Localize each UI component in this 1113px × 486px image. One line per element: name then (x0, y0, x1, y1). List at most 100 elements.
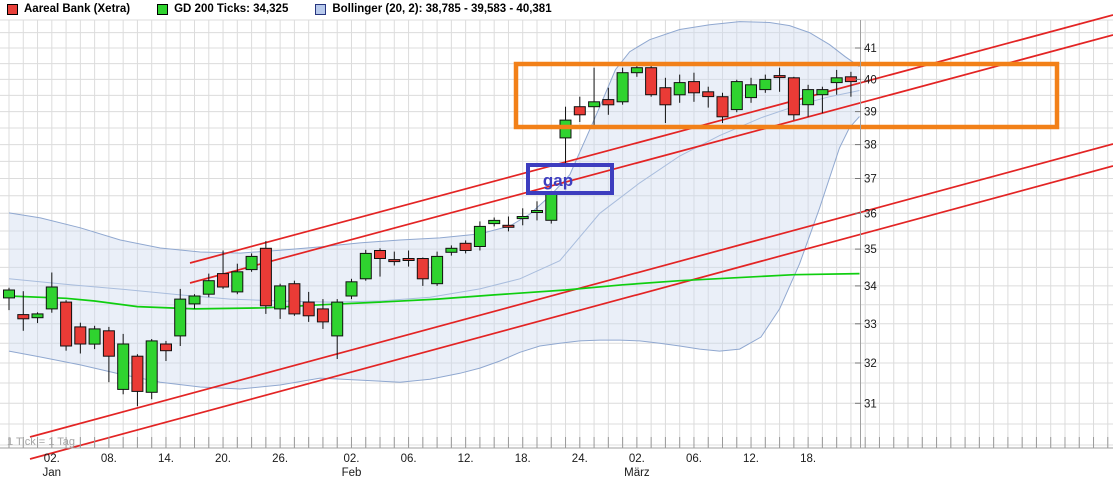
candle (730, 79, 743, 113)
gd200-line (8, 272, 860, 310)
candle (359, 249, 372, 281)
candle (145, 339, 158, 400)
date-label: 02. (44, 453, 60, 465)
candle (759, 74, 772, 93)
date-label: 12. (743, 453, 759, 465)
candle (331, 299, 344, 359)
price-legend-swatch (7, 3, 18, 15)
gd200-legend-label: GD 200 Ticks: 34,325 (174, 3, 289, 15)
annotations: gap (513, 61, 1060, 195)
candle (559, 106, 572, 164)
candle (117, 333, 130, 395)
price-legend-label: Aareal Bank (Xetra) (24, 3, 131, 15)
y-tick-label: 40 (864, 74, 877, 86)
gap-label: gap (543, 171, 573, 190)
tick-scale-note: 1 Tick = 1 Tag (7, 436, 75, 448)
candle (830, 69, 843, 95)
candle (545, 192, 558, 224)
date-label: 06. (686, 453, 702, 465)
month-label: Feb (342, 467, 362, 479)
candle (659, 77, 672, 123)
candle (716, 92, 729, 123)
bollinger-band (8, 21, 860, 390)
candle (274, 283, 287, 319)
candle (688, 72, 700, 102)
candle (502, 216, 515, 232)
date-label: 24. (572, 453, 588, 465)
month-label: März (624, 467, 650, 479)
date-label: 08. (101, 453, 117, 465)
candle (316, 299, 329, 329)
date-label: 02. (629, 453, 645, 465)
candle (231, 263, 244, 295)
candle (516, 208, 529, 226)
candle (416, 257, 429, 286)
candle (17, 291, 30, 331)
legend-item-price: Aareal Bank (Xetra) (7, 3, 130, 15)
candle (473, 221, 486, 251)
candle (488, 217, 501, 227)
highlight-box (513, 61, 1060, 130)
gd200-legend-swatch (157, 3, 169, 15)
candle (31, 312, 44, 324)
y-tick-label: 38 (864, 140, 877, 152)
trend-line (189, 34, 1113, 284)
candle (673, 74, 686, 103)
y-tick-label: 33 (864, 319, 877, 331)
date-label: 12. (458, 453, 474, 465)
legend-item-bollinger: Bollinger (20, 2): 38,785 - 39,583 - 40,… (315, 3, 552, 15)
candle (402, 250, 415, 267)
candle (445, 245, 458, 256)
candle (202, 273, 215, 298)
candle (160, 340, 172, 361)
candle (245, 253, 258, 272)
candle (802, 84, 815, 117)
candle (60, 300, 73, 351)
candle (131, 354, 144, 407)
date-label: 26. (272, 453, 288, 465)
date-label: 18. (800, 453, 816, 465)
candle (431, 251, 444, 286)
date-label: 14. (158, 453, 174, 465)
candle (773, 67, 786, 92)
date-label: 06. (401, 453, 417, 465)
date-label: 02. (344, 453, 360, 465)
trend-line (29, 143, 1113, 438)
x-axis-labels: 02. 08. 14. 20. 26. 02. 06. 12. 18. 24. 02. 06. 12. 1… (43, 453, 817, 479)
candle (288, 280, 301, 316)
trend-line (189, 14, 1113, 264)
candle (616, 67, 629, 105)
y-tick-label: 36 (864, 208, 877, 220)
candle (459, 240, 472, 254)
candles (3, 65, 857, 407)
candle (302, 291, 315, 322)
candle (374, 248, 386, 277)
y-tick-label: 41 (864, 43, 877, 55)
candle (630, 65, 643, 77)
bollinger-legend-label: Bollinger (20, 2): 38,785 - 39,583 - 40,… (332, 3, 552, 15)
candle (88, 325, 101, 350)
candle (259, 241, 272, 314)
candle (102, 326, 115, 383)
y-tick-label: 32 (864, 358, 877, 370)
candle (388, 251, 401, 266)
candle (174, 288, 187, 346)
candle (702, 86, 715, 108)
candle (787, 76, 800, 121)
month-label: Jan (43, 467, 62, 479)
axes (0, 20, 1113, 449)
legend-item-gd200: GD 200 Ticks: 34,325 (157, 3, 288, 15)
candle (188, 294, 201, 309)
date-label: 20. (215, 453, 231, 465)
y-tick-label: 31 (864, 398, 877, 410)
bollinger-legend-swatch (315, 3, 327, 15)
candle (645, 65, 658, 97)
date-label: 18. (515, 453, 531, 465)
y-tick-label: 34 (864, 281, 877, 293)
bollinger-lower-line (8, 116, 860, 390)
candle (217, 250, 229, 289)
y-tick-label: 39 (864, 107, 877, 119)
candle (573, 96, 586, 122)
